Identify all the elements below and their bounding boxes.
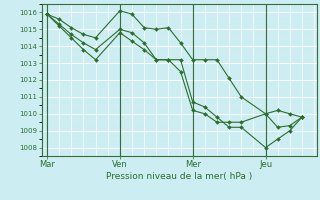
X-axis label: Pression niveau de la mer( hPa ): Pression niveau de la mer( hPa ) [106,172,252,181]
